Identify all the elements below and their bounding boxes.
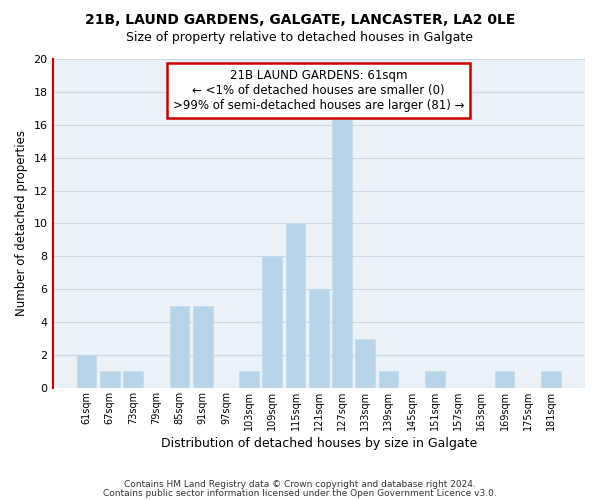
Bar bbox=[239, 372, 259, 388]
Text: 21B LAUND GARDENS: 61sqm
← <1% of detached houses are smaller (0)
>99% of semi-d: 21B LAUND GARDENS: 61sqm ← <1% of detach… bbox=[173, 69, 464, 112]
Bar bbox=[379, 372, 398, 388]
Text: 21B, LAUND GARDENS, GALGATE, LANCASTER, LA2 0LE: 21B, LAUND GARDENS, GALGATE, LANCASTER, … bbox=[85, 12, 515, 26]
Bar bbox=[193, 306, 212, 388]
Bar bbox=[541, 372, 561, 388]
Bar bbox=[286, 224, 305, 388]
Bar bbox=[309, 289, 329, 388]
Bar bbox=[77, 355, 97, 388]
X-axis label: Distribution of detached houses by size in Galgate: Distribution of detached houses by size … bbox=[161, 437, 477, 450]
Bar bbox=[170, 306, 190, 388]
Bar bbox=[355, 338, 375, 388]
Text: Size of property relative to detached houses in Galgate: Size of property relative to detached ho… bbox=[127, 31, 473, 44]
Bar bbox=[262, 256, 282, 388]
Y-axis label: Number of detached properties: Number of detached properties bbox=[15, 130, 28, 316]
Bar bbox=[123, 372, 143, 388]
Text: Contains public sector information licensed under the Open Government Licence v3: Contains public sector information licen… bbox=[103, 489, 497, 498]
Bar bbox=[494, 372, 514, 388]
Text: Contains HM Land Registry data © Crown copyright and database right 2024.: Contains HM Land Registry data © Crown c… bbox=[124, 480, 476, 489]
Bar bbox=[332, 108, 352, 388]
Bar bbox=[425, 372, 445, 388]
Bar bbox=[100, 372, 119, 388]
